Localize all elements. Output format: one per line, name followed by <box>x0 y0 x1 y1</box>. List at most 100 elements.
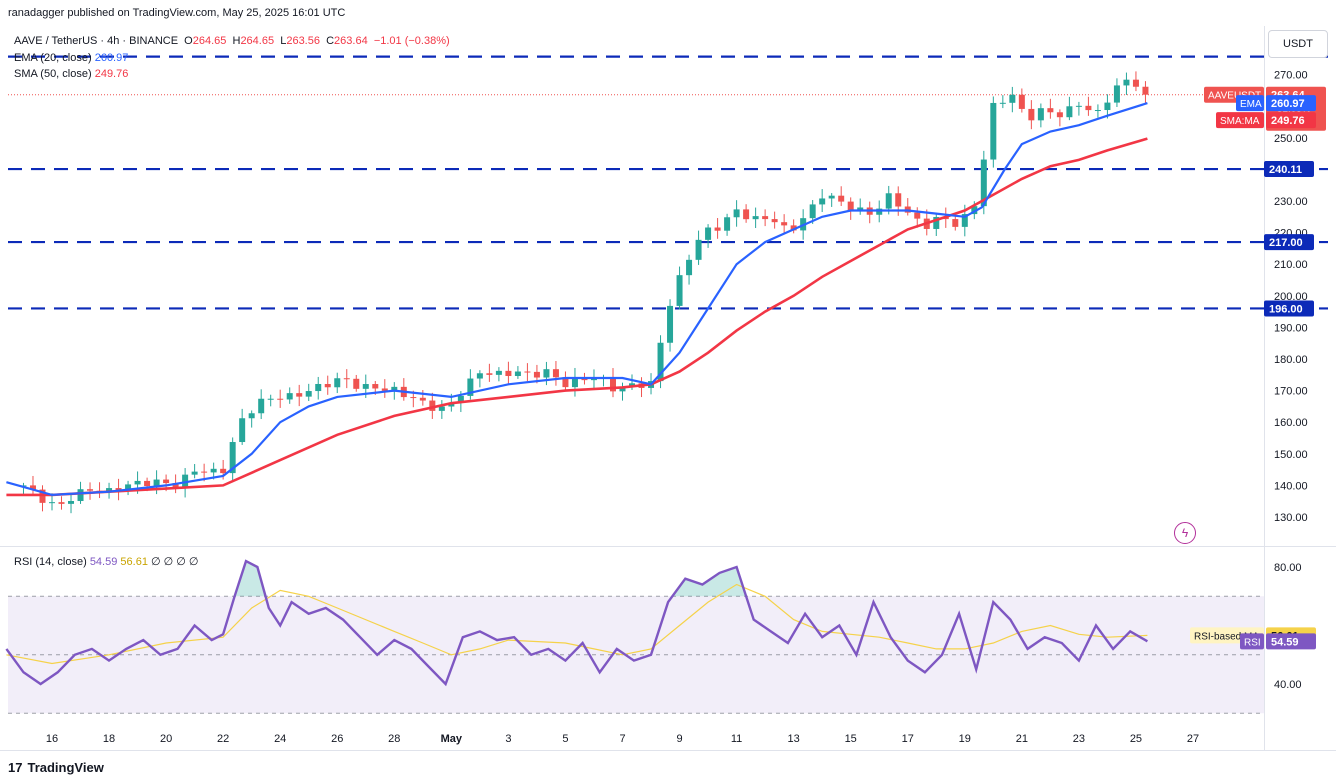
sma-legend[interactable]: SMA (50, close) 249.76 <box>14 67 128 81</box>
sma-name-badge <box>1216 112 1264 129</box>
rsi-legend[interactable]: RSI (14, close) 54.59 56.61 ∅ ∅ ∅ ∅ <box>14 555 199 569</box>
rsi-tick-label: 80.00 <box>1274 562 1302 574</box>
sma-name-label: SMA:MA <box>1220 116 1260 127</box>
ema-line <box>6 102 1148 497</box>
time-tick-label: 16 <box>46 733 58 745</box>
candle-body <box>971 206 978 215</box>
sma-value-badge <box>1266 112 1316 129</box>
ema-value-badge <box>1266 95 1316 112</box>
candle-body <box>1009 94 1016 103</box>
time-tick-label: May <box>441 733 463 745</box>
rsi-overbought-fill <box>234 561 747 597</box>
candle-body <box>1018 94 1025 109</box>
ema-value-label: 260.97 <box>1271 98 1305 110</box>
level-badge-label: 240.11 <box>1269 164 1302 176</box>
candle-body <box>381 388 388 391</box>
level-badge <box>1264 161 1314 178</box>
candle-body <box>134 480 141 485</box>
ohlc-high: 264.65 <box>240 35 275 47</box>
tradingview-logo[interactable]: 17 TradingView <box>8 760 104 775</box>
candle-body <box>980 159 987 207</box>
lightning-circle-icon[interactable]: ϟ <box>1174 522 1196 544</box>
candle-body <box>1104 102 1111 111</box>
price-tick-label: 230.00 <box>1274 196 1308 208</box>
candle-body <box>724 217 731 231</box>
rsi-name-badge <box>1240 633 1264 650</box>
candle-body <box>58 502 65 504</box>
candle-body <box>324 383 331 388</box>
candle-body <box>77 489 84 502</box>
time-tick-label: 19 <box>959 733 971 745</box>
candle-body <box>533 371 540 378</box>
candle-body <box>229 442 236 474</box>
candle-body <box>695 239 702 260</box>
candle-body <box>286 393 293 400</box>
candle-body <box>248 413 255 419</box>
candle-body <box>571 377 578 388</box>
ohlc-close: 263.64 <box>334 35 368 47</box>
rsi-name-label: RSI <box>1244 637 1261 648</box>
rsi-legend-label: RSI (14, close) <box>14 556 87 568</box>
candle-body <box>657 342 664 382</box>
time-tick-label: 5 <box>562 733 568 745</box>
candle-body <box>438 406 445 411</box>
candle-body <box>1132 79 1139 87</box>
candle-body <box>1056 112 1063 118</box>
candle-body <box>239 418 246 443</box>
candle-body <box>457 395 464 403</box>
candle-body <box>590 378 597 381</box>
candle-body <box>914 212 921 219</box>
level-badge-label: 217.00 <box>1269 237 1303 249</box>
candle-body <box>514 371 521 377</box>
currency-unit-button[interactable]: USDT <box>1268 30 1328 58</box>
rsi-legend-extra: ∅ ∅ ∅ ∅ <box>151 556 199 568</box>
candle-body <box>609 377 616 392</box>
level-badge <box>1264 234 1314 251</box>
time-tick-label: 18 <box>103 733 115 745</box>
rsi-tick-label: 40.00 <box>1274 679 1302 691</box>
candle-body <box>476 373 483 379</box>
candle-body <box>952 219 959 227</box>
candle-body <box>819 198 826 205</box>
candle-body <box>961 214 968 227</box>
candle-body <box>210 468 217 473</box>
price-tick-label: 160.00 <box>1274 417 1308 429</box>
candle-body <box>552 369 559 378</box>
candle-body <box>267 398 274 400</box>
ema-legend[interactable]: EMA (20, close) 260.97 <box>14 51 128 65</box>
candle-body <box>305 391 312 397</box>
time-tick-label: 13 <box>788 733 800 745</box>
candle-body <box>933 217 940 229</box>
candle-body <box>296 393 303 397</box>
candle-body <box>220 468 227 474</box>
ohlc-change: −1.01 (−0.38%) <box>373 35 450 47</box>
candle-body <box>467 378 474 396</box>
candle-body <box>39 489 46 503</box>
level-badge-label: 196.00 <box>1269 303 1303 315</box>
candle-body <box>762 216 769 220</box>
candle-body <box>1066 106 1073 118</box>
candle-body <box>372 384 379 389</box>
ema-legend-value: 260.97 <box>94 52 129 64</box>
candle-body <box>1047 108 1054 113</box>
candle-body <box>258 398 265 414</box>
candle-body <box>990 102 997 160</box>
candle-body <box>543 369 550 378</box>
candle-body <box>29 485 36 490</box>
candle-body <box>87 489 94 491</box>
time-tick-label: 25 <box>1130 733 1142 745</box>
price-tick-label: 210.00 <box>1274 259 1308 271</box>
sma-line <box>6 137 1148 497</box>
candle-body <box>1085 105 1092 111</box>
candle-body <box>68 501 75 504</box>
candle-body <box>705 227 712 240</box>
time-tick-label: 22 <box>217 733 229 745</box>
price-tick-label: 150.00 <box>1274 449 1308 461</box>
candle-body <box>172 483 179 489</box>
candle-body <box>686 259 693 276</box>
candle-body <box>1142 86 1149 95</box>
candle-body <box>334 378 341 388</box>
rsi-line <box>5 559 1148 687</box>
rsi-ma-line <box>6 583 1148 665</box>
